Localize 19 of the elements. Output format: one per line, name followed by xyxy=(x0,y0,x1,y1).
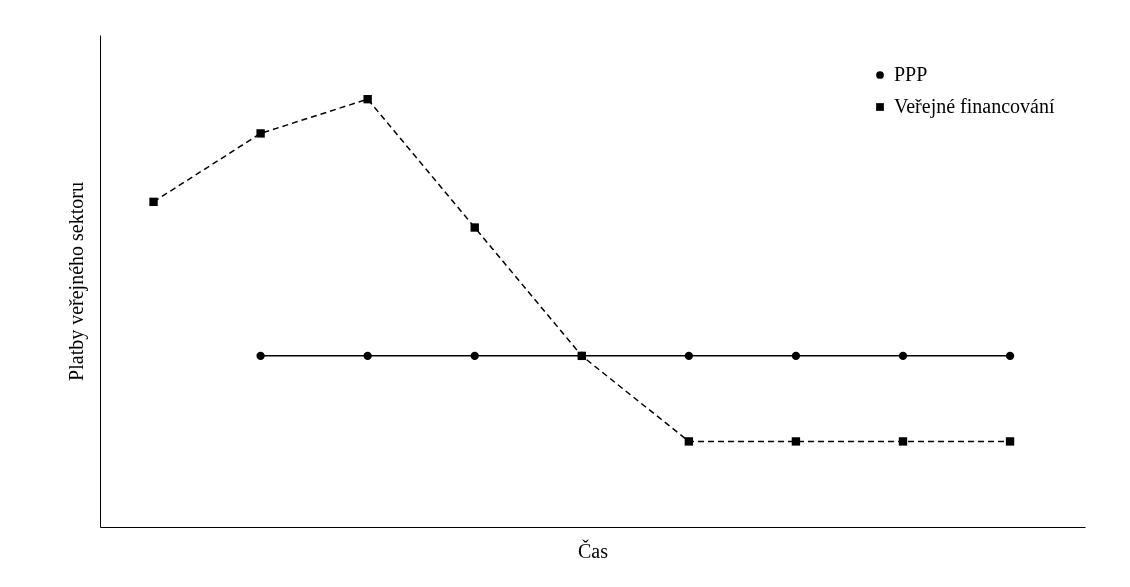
x-axis-title: Čas xyxy=(578,538,609,562)
point xyxy=(1005,351,1015,361)
point xyxy=(791,351,801,361)
point xyxy=(149,197,158,207)
point xyxy=(684,351,694,361)
point xyxy=(256,129,265,138)
point xyxy=(791,437,801,446)
point xyxy=(684,437,694,446)
point xyxy=(363,351,372,361)
point xyxy=(898,351,908,361)
y-axis-title: Platby veřejného sektoru xyxy=(64,182,88,381)
point xyxy=(898,437,908,446)
point xyxy=(470,223,479,232)
legend-label: PPP xyxy=(894,63,928,85)
point xyxy=(363,94,372,104)
legend-label: Veřejné financování xyxy=(894,95,1055,118)
point xyxy=(256,351,265,361)
point xyxy=(1005,437,1015,446)
point xyxy=(470,351,479,361)
